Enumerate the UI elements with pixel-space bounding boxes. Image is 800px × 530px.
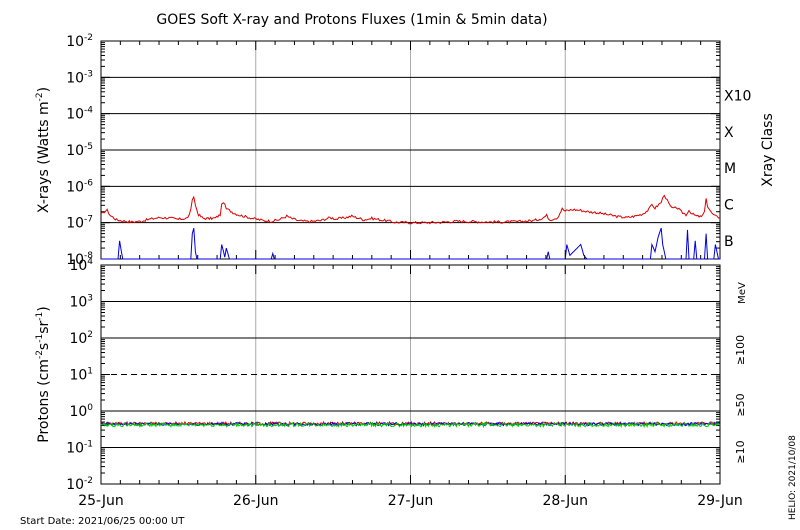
panel-frame <box>100 264 721 485</box>
xray-class-label: B <box>724 234 734 250</box>
xray-panel: 10-8 10-7 10-6 10-5 10-4 10-3 10-2 X-rays (Watt… <box>35 33 776 268</box>
xray-short-series <box>101 227 720 260</box>
protons-energy-label: ≥50 <box>734 393 747 416</box>
x-tick-label: 27-Jun <box>388 493 434 509</box>
y-tick-label: 10-3 <box>66 69 93 86</box>
xray-class-label: X <box>724 125 734 141</box>
x-tick-label: 26-Jun <box>233 493 279 509</box>
protons-axis-label: Protons (cm-2s-1sr-1) <box>35 306 52 442</box>
y-tick-label: 10-7 <box>66 215 93 232</box>
y-tick-label: 103 <box>69 294 93 311</box>
protons-energy-unit: MeV <box>737 282 748 304</box>
proton-panel: 10-2 10-1 100 101 102 103 104 Protons (cm-2s-1s… <box>35 257 748 493</box>
helio-date-footer: HELIO: 2021/10/08 <box>788 435 798 520</box>
y-tick-label: 10-2 <box>66 33 93 50</box>
protons-energy-label: ≥100 <box>734 335 747 365</box>
start-date-footer: Start Date: 2021/06/25 00:00 UT <box>20 516 185 527</box>
y-tick-label: 10-5 <box>66 142 93 159</box>
y-tick-label: 104 <box>69 257 93 274</box>
xray-class-label: M <box>724 161 736 177</box>
x-tick-label: 25-Jun <box>78 493 124 509</box>
xray-class-label: C <box>724 198 734 214</box>
y-tick-label: 10-2 <box>66 476 93 493</box>
xray-long-series <box>100 194 721 225</box>
y-tick-label: 102 <box>69 330 93 347</box>
x-tick-label: 29-Jun <box>697 493 743 509</box>
xray-class-title: Xray Class <box>760 113 776 187</box>
y-tick-label: 100 <box>69 403 93 420</box>
x-tick-label: 28-Jun <box>542 493 588 509</box>
xray-class-label: X10 <box>724 89 751 105</box>
xray-axis-label: X-rays (Watts m-2) <box>35 87 52 213</box>
proton-series-line <box>100 421 721 429</box>
y-tick-label: 10-8 <box>66 251 93 268</box>
y-tick-label: 101 <box>69 367 93 384</box>
x-axis: 25-Jun 26-Jun 27-Jun 28-Jun 29-Jun <box>78 493 743 509</box>
y-tick-label: 10-4 <box>66 106 93 123</box>
chart-title: GOES Soft X-ray and Protons Fluxes (1min… <box>156 12 547 28</box>
y-tick-label: 10-1 <box>66 440 93 457</box>
y-tick-label: 10-6 <box>66 178 93 195</box>
protons-energy-label: ≥10 <box>734 440 747 463</box>
